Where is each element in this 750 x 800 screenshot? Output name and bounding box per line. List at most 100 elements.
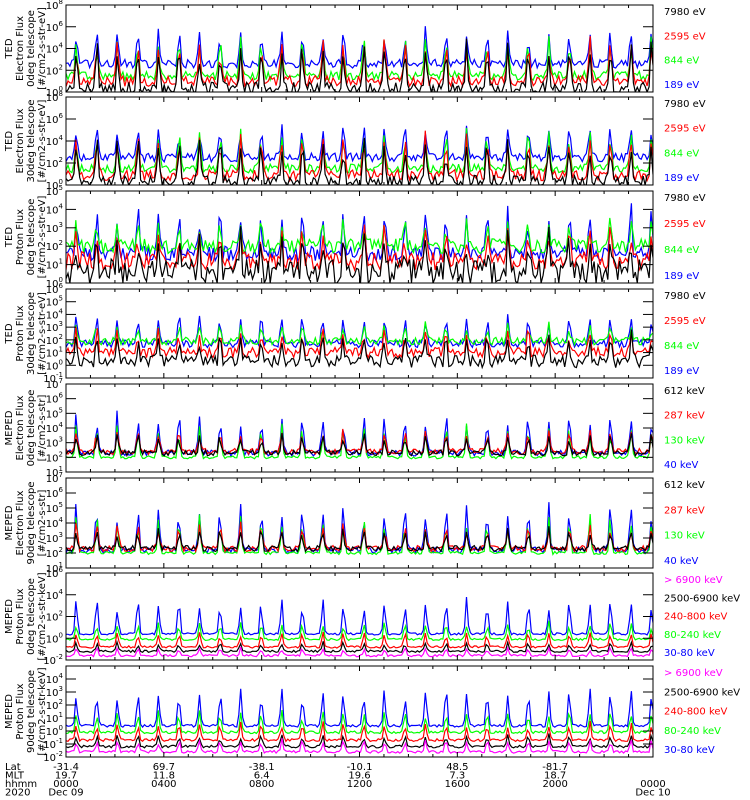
ytick-base: 10 [46,93,59,104]
series-2595-ev [66,326,653,360]
legend-entry: 7980 eV [664,99,706,110]
traces [66,124,653,185]
ytick-exponent: 4 [59,516,64,524]
ytick-label: 10-2 [43,653,63,667]
ytick-exponent: 6 [59,20,64,28]
ytick-label: 105 [46,501,63,515]
legend-entry: 80-240 keV [664,726,721,737]
series-7980-ev [66,329,653,370]
ytick-label: 104 [46,134,64,148]
ytick-base: 10 [46,453,59,464]
ytick-label: 105 [46,295,63,309]
legend-entry: 2595 eV [664,219,706,230]
ytick-label: 10-1 [43,371,63,385]
ytick-base: 10 [46,242,59,253]
ytick-label: 102 [46,610,63,624]
x-tick-mlt: 7.3 [449,771,465,782]
ytick-label: 106 [46,282,64,296]
series-240-800-kev [66,720,653,743]
ytick-exponent: 2 [59,698,63,706]
y-axis-label-line: 0deg telescope [26,578,37,655]
ytick-base: 10 [46,115,59,126]
y-axis-label-line: [#/cm2-s-str-eV] [37,292,48,375]
y-axis-label-line: [#/cm2-s-str] [37,394,48,461]
legend-entry: 7980 eV [664,291,706,302]
x-row-label: Lat [5,762,21,773]
ytick-exponent: 3 [59,685,63,693]
y-axis-label-line: MEPED [4,410,15,445]
ytick-exponent: -2 [56,653,63,661]
ytick-exponent: 2 [59,239,63,247]
ytick-base: 10 [46,534,59,545]
y-axis-label-line: [#/cm2-s-str-keV] [37,572,48,660]
legend-entry: 7980 eV [664,193,706,204]
ytick-base: 10 [46,261,59,272]
x-tick-hhmm: 1200 [347,779,372,790]
legend-entry: 189 eV [664,80,699,91]
ytick-base: 10 [46,66,59,77]
x-tick-lat: 69.7 [153,762,175,773]
legend-entry: 30-80 keV [664,648,715,659]
y-axis-label-line: Electron Flux [15,108,26,173]
ytick-label: 108 [46,90,63,104]
series-844-ev [66,36,653,83]
y-axis-label-line: Proton Flux [15,683,26,739]
ytick-base: 10 [46,310,59,321]
traces [66,596,653,658]
ytick-exponent: 0 [59,358,63,366]
legend-entry: 7980 eV [664,7,706,18]
y-axis-label-line: [#/cm2-s-str-eV] [37,100,48,183]
legend-entry: 287 keV [664,505,705,516]
series-30-80-kev [66,688,653,729]
ytick-base: 10 [46,549,59,560]
ytick-base: 10 [46,468,59,479]
ytick-label: 10-2 [43,750,63,764]
ytick-base: 10 [46,688,59,699]
ytick-label: 103 [46,685,63,699]
y-axis-label-line: MEPED [4,599,15,634]
series-130-kev [66,514,653,556]
ytick-exponent: 6 [59,392,64,400]
y-axis-label-line: [#/cm2-s-str-keV] [37,667,48,755]
y-axis-label-line: Proton Flux [15,209,26,265]
legend-entry: 2595 eV [664,31,706,42]
ytick-exponent: 6 [59,282,64,290]
y-axis-label-line: 0deg telescope [26,199,37,276]
ytick-base: 10 [46,634,59,645]
series-80-240-kev [66,620,653,642]
ytick-exponent: 1 [59,258,63,266]
panel-frame [65,477,654,569]
y-axis-label-line: MEPED [4,694,15,729]
x-tick-date: Dec 10 [635,788,670,799]
ytick-exponent: 8 [59,0,63,6]
y-axis-label-line: 30deg telescope [26,99,37,182]
legend-entry: 240-800 keV [664,612,728,623]
y-axis-label-line: TED [4,38,15,59]
y-axis-label-line: Electron Flux [15,490,26,555]
ytick-base: 10 [46,380,59,391]
legend-entry: 189 eV [664,271,699,282]
ytick-base: 10 [46,424,59,435]
panel-frame [65,383,654,473]
ytick-label: 102 [46,698,63,712]
legend-entry: 287 keV [664,411,705,422]
ytick-label: 102 [46,333,63,347]
x-tick-mlt: 18.7 [544,771,566,782]
ytick-base: 10 [46,336,59,347]
ytick-base: 10 [43,740,56,751]
ytick-exponent: 4 [59,421,64,429]
ytick-base: 10 [46,88,59,99]
series-189-ev [66,124,653,164]
series-80-240-kev [66,710,653,735]
ytick-base: 10 [46,181,59,192]
ytick-exponent: 5 [59,406,63,414]
series-189-ev [66,203,653,263]
ytick-base: 10 [46,727,59,738]
ytick-exponent: 4 [59,134,64,142]
panel-frame [65,190,654,284]
ytick-label: 106 [46,486,64,500]
ytick-base: 10 [46,439,59,450]
series-2500-6900-kev [66,639,653,654]
